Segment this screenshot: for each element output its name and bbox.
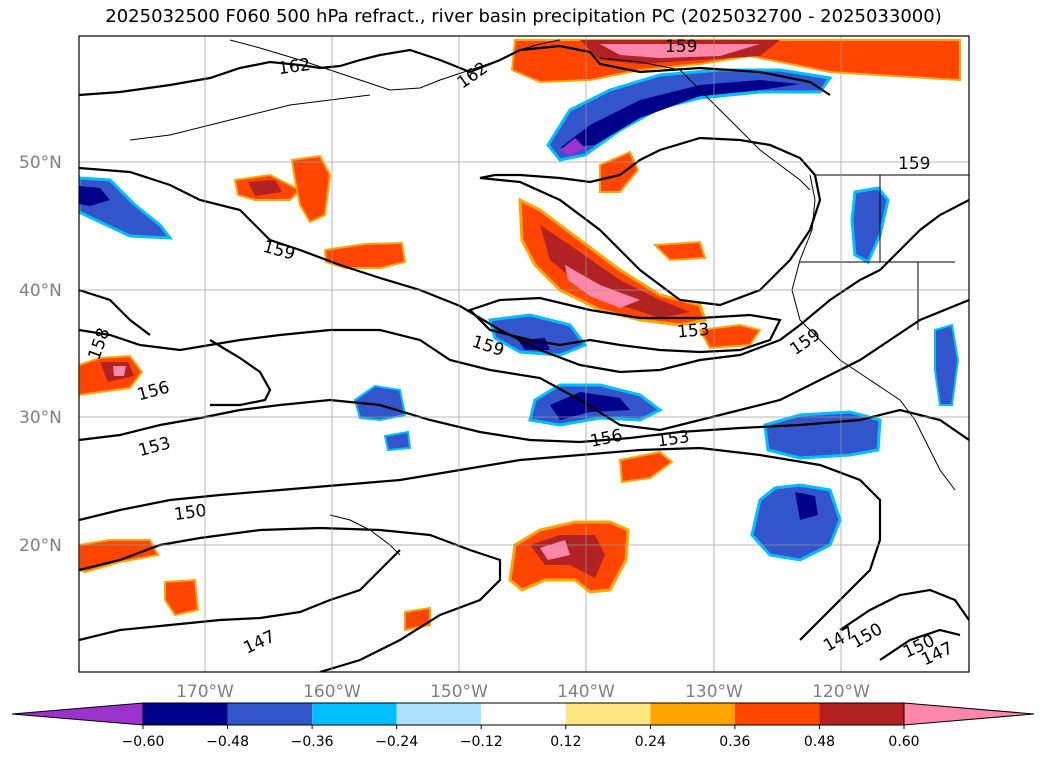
lon-label: 160°W [303, 682, 361, 702]
map-plot-area: 162 162 159 159 159 159 159 158 156 156 … [79, 36, 969, 672]
contour-label: 156 [135, 378, 172, 406]
lat-label: 20°N [19, 536, 62, 556]
colorbar-tick-label: 0.36 [719, 734, 750, 750]
latitude-labels: 50°N 40°N 30°N 20°N [19, 153, 62, 556]
gridlines [79, 36, 969, 672]
contour-label: 153 [676, 320, 710, 343]
contour-153-loop [467, 296, 782, 354]
lat-label: 30°N [19, 408, 62, 428]
contour-label: 153 [136, 433, 173, 461]
colorbar-bin [565, 703, 651, 725]
coastlines [129, 39, 969, 556]
west-coast-north-america [791, 174, 956, 491]
colorbar-bin [227, 703, 313, 725]
colorbar-tick-label: 0.48 [804, 734, 835, 750]
colorbar: −0.60 −0.48 −0.36 −0.24 −0.12 0.12 0.24 0.36 0.4… [11, 702, 1035, 750]
lat-label: 50°N [19, 153, 62, 173]
contour-159-loop [479, 136, 822, 307]
longitude-labels: 170°W 160°W 150°W 140°W 130°W 120°W [176, 682, 870, 702]
colorbar-tick-label: −0.36 [291, 734, 334, 750]
colorbar-bin [819, 703, 904, 725]
map-title: 2025032500 F060 500 hPa refract., river … [105, 6, 942, 27]
contour-label: 156 [588, 426, 624, 452]
aleutians [129, 94, 371, 141]
colorbar-bin [312, 703, 397, 725]
lon-label: 120°W [812, 682, 870, 702]
map-frame [78, 35, 970, 673]
contour-label: 159 [261, 237, 298, 265]
anomaly-negative-west [79, 176, 174, 240]
colorbar-bin [650, 703, 735, 725]
contour-label: 162 [277, 55, 312, 79]
colorbar-tick-label: −0.48 [206, 734, 249, 750]
contour-label: 159 [898, 154, 930, 174]
colorbar-tick-label: 0.12 [550, 734, 581, 750]
refractivity-contours [79, 44, 969, 672]
contour-label: 153 [656, 427, 691, 451]
colorbar-bin [143, 703, 228, 725]
contour-147 [79, 526, 502, 672]
colorbar-tick-label: −0.24 [375, 734, 418, 750]
colorbar-bin [481, 703, 566, 725]
contour-162-north [79, 44, 831, 97]
colorbar-tick-label: −0.12 [460, 734, 503, 750]
colorbar-bin [396, 703, 482, 725]
anomaly-negative-gulf-alaska [546, 68, 833, 162]
hawaii [329, 514, 401, 556]
colorbar-tick-label: −0.60 [122, 734, 165, 750]
contour-150 [79, 446, 882, 641]
colorbar-extend-high [903, 702, 1035, 726]
anomaly-positive-central [518, 197, 707, 327]
lat-label: 40°N [19, 281, 62, 301]
lon-label: 150°W [430, 682, 488, 702]
colorbar-tick-label: 0.60 [888, 734, 919, 750]
colorbar-bin [734, 703, 820, 725]
contour-159-upper [79, 166, 969, 374]
contour-label: 147 [820, 623, 858, 657]
contour-label: 147 [241, 627, 279, 659]
lon-label: 170°W [176, 682, 234, 702]
anomaly-negative-east [763, 410, 882, 460]
lon-label: 140°W [557, 682, 615, 702]
contour-label: 159 [665, 37, 697, 57]
precip-anomaly-fills [79, 39, 961, 632]
colorbar-border [142, 702, 905, 726]
lon-label: 130°W [685, 682, 743, 702]
contour-label: 150 [173, 501, 208, 525]
colorbar-tick-label: 0.24 [635, 734, 666, 750]
colorbar-extend-low [11, 702, 144, 726]
